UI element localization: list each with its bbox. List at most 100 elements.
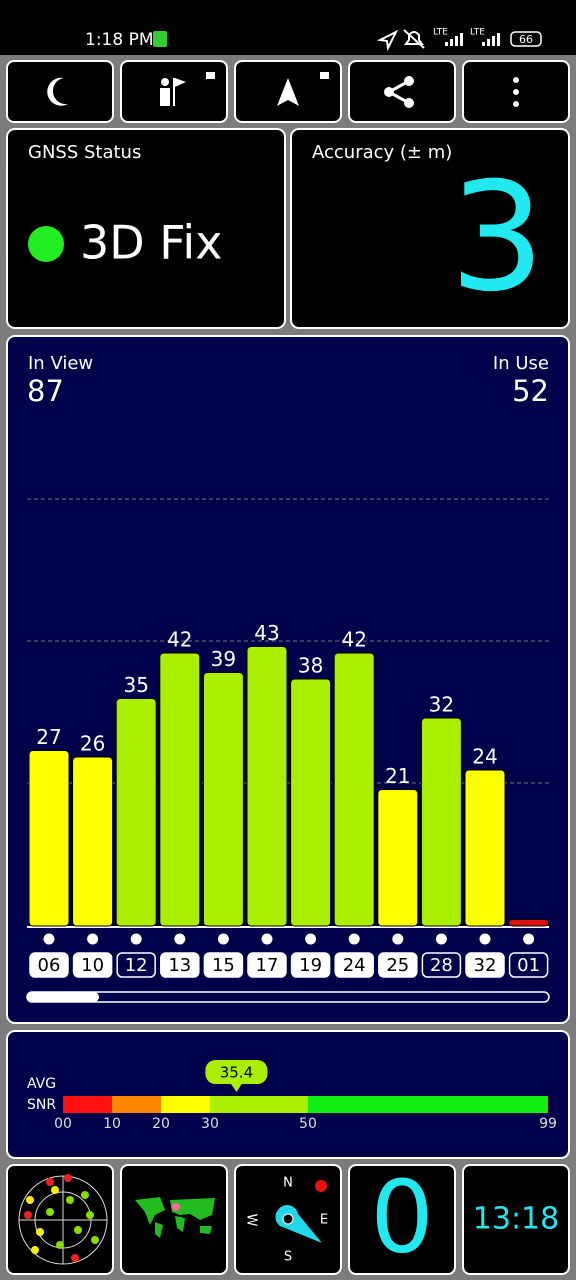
- in-use-dot: [392, 933, 404, 945]
- signal-icon: [482, 33, 500, 46]
- in-view-label: In View: [28, 353, 93, 374]
- satellite-id: 12: [125, 955, 148, 976]
- satellite-id-box: [378, 952, 418, 978]
- snr-tick-label: 50: [299, 1116, 317, 1132]
- snr-tick-label: 30: [201, 1116, 219, 1132]
- in-use-dot: [348, 933, 360, 945]
- bar: [28, 750, 70, 927]
- in-use-count: 52: [512, 374, 549, 408]
- snr-marker-bubble: [205, 1060, 268, 1084]
- snr-label: AVG: [27, 1076, 56, 1092]
- satellite-id: 28: [430, 955, 453, 976]
- status-time: 1:18 PM: [85, 30, 154, 50]
- satellite-id: 10: [81, 955, 104, 976]
- menu-icon: [513, 77, 519, 107]
- world-map-icon: [131, 1196, 217, 1238]
- satellite-id-box: [29, 952, 69, 978]
- bar: [202, 672, 244, 927]
- in-view-count: 87: [27, 374, 64, 408]
- sky-plot-icon: [18, 1174, 108, 1265]
- moon-icon: [47, 77, 68, 106]
- snr-average-value: 35.4: [220, 1064, 253, 1082]
- night-mode-button[interactable]: [6, 60, 114, 123]
- status-bar: [0, 0, 576, 55]
- clock: 13:18: [473, 1202, 559, 1237]
- satellite-id: 15: [212, 955, 235, 976]
- compass-east: E: [320, 1213, 328, 1228]
- bar: [464, 769, 506, 927]
- satellite-id-box: [334, 952, 374, 978]
- compass-center: [282, 1213, 294, 1225]
- in-use-label: In Use: [493, 353, 549, 374]
- network-label: LTE: [470, 28, 485, 38]
- satellite-id: 13: [168, 955, 191, 976]
- clock-tile[interactable]: [462, 1164, 570, 1275]
- share-icon: [384, 76, 414, 108]
- battery-level: 66: [519, 33, 533, 46]
- tile-title: Accuracy (± m): [312, 142, 452, 163]
- lock-icon: [320, 72, 329, 79]
- snr-band: [63, 1096, 112, 1113]
- compass-west: W: [244, 1214, 259, 1227]
- bar: [246, 646, 288, 927]
- compass-marker: [315, 1180, 327, 1192]
- satellite-id: 32: [474, 955, 497, 976]
- snr-tick-label: 99: [539, 1116, 557, 1132]
- location-icon: [376, 29, 399, 52]
- share-button[interactable]: [348, 60, 456, 123]
- battery-icon: [510, 31, 542, 47]
- status-icon: [153, 31, 167, 47]
- bar: [333, 652, 375, 927]
- bar: [115, 698, 157, 927]
- speed-value: 0: [370, 1158, 434, 1275]
- bar: [72, 756, 114, 927]
- bar: [420, 717, 462, 927]
- in-use-dot: [87, 933, 99, 945]
- satellite-id: 06: [38, 955, 61, 976]
- in-use-dot: [130, 933, 142, 945]
- toolbar: [6, 60, 570, 123]
- bar-value-label: 39: [211, 647, 236, 671]
- satellite-id: 01: [517, 955, 540, 976]
- snr-tick-label: 00: [54, 1116, 72, 1132]
- snr-panel: [6, 1030, 570, 1159]
- compass-south: S: [284, 1250, 292, 1265]
- bar-value-label: 21: [385, 764, 410, 788]
- dashed-guides: [27, 498, 549, 784]
- satellite-id-box: [160, 952, 200, 978]
- accuracy-tile: [290, 128, 570, 329]
- navigation-icon: [277, 78, 299, 106]
- snr-tick-label: 20: [152, 1116, 170, 1132]
- snr-band: [160, 1096, 210, 1113]
- snr-marker-pointer: [230, 1083, 243, 1092]
- bar: [159, 652, 201, 927]
- satellite-id-box: [290, 952, 331, 978]
- bar: [508, 919, 550, 927]
- in-use-dot: [435, 933, 447, 945]
- speed-tile[interactable]: [348, 1164, 456, 1275]
- bar-value-label: 24: [472, 745, 497, 769]
- bar-value-label: 42: [167, 628, 192, 652]
- snr-band: [209, 1096, 308, 1113]
- satellite-id-box: [247, 952, 287, 978]
- satellite-id-box: [465, 952, 505, 978]
- satellite-id-box: [508, 952, 549, 978]
- fix-indicator: [28, 226, 64, 262]
- in-use-dot: [174, 933, 186, 945]
- signal-icon: [445, 33, 463, 46]
- snr-label: SNR: [27, 1097, 56, 1113]
- in-use-dot: [479, 933, 491, 945]
- tile-title: GNSS Status: [28, 142, 141, 163]
- bar-value-label: 38: [298, 654, 323, 678]
- bar-value-label: 32: [429, 693, 454, 717]
- accuracy-value: 3: [450, 151, 545, 325]
- in-use-dot: [43, 933, 55, 945]
- person-flag-icon: [160, 72, 215, 106]
- in-use-dot: [305, 933, 317, 945]
- in-use-dot: [523, 933, 535, 945]
- satellite-id-box: [72, 952, 113, 978]
- network-label: LTE: [433, 28, 448, 38]
- snr-band: [111, 1096, 161, 1113]
- fix-status: 3D Fix: [80, 216, 222, 270]
- scrollbar-thumb[interactable]: [27, 992, 99, 1002]
